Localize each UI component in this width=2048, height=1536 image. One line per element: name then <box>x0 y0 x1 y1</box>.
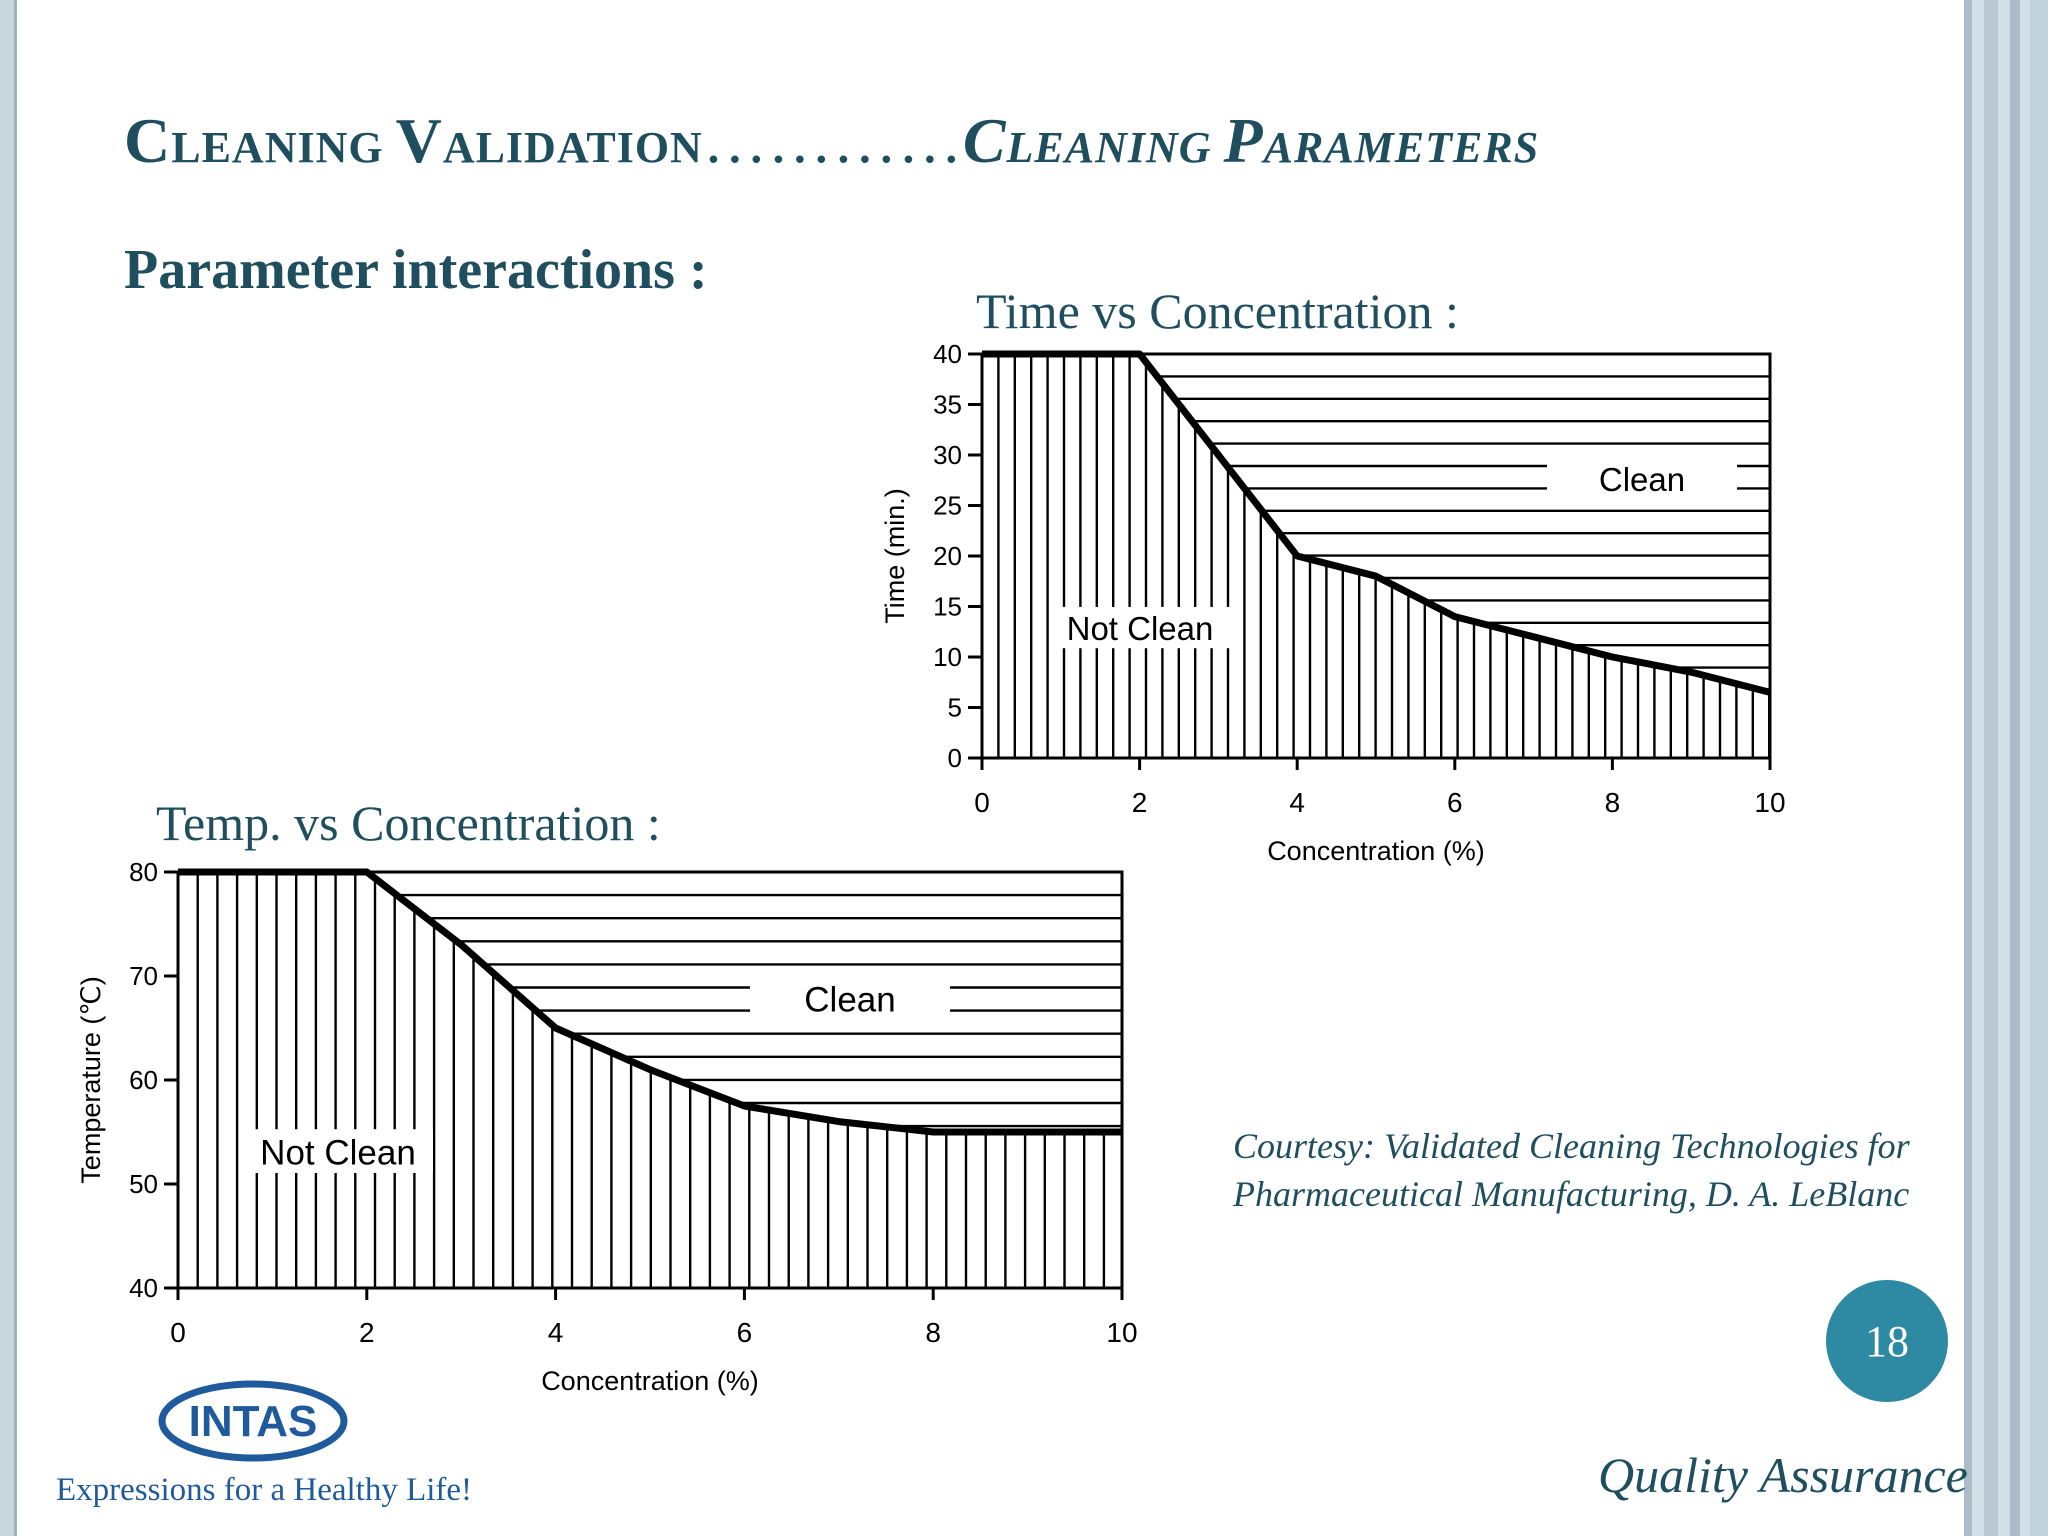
y-tick-label: 15 <box>933 592 962 622</box>
x-axis-label: Concentration (%) <box>1267 836 1485 866</box>
x-tick-label: 4 <box>1289 787 1305 818</box>
y-tick-label: 40 <box>933 340 962 369</box>
intas-logo: INTAS <box>158 1380 348 1462</box>
chart1-caption: Time vs Concentration : <box>976 283 1459 339</box>
y-tick-label: 0 <box>948 743 962 773</box>
y-tick-label: 60 <box>129 1065 158 1095</box>
x-axis-label: Concentration (%) <box>541 1366 759 1396</box>
clean-label: Clean <box>804 980 895 1019</box>
x-tick-label: 2 <box>1132 787 1148 818</box>
x-tick-label: 6 <box>737 1317 753 1348</box>
y-tick-label: 10 <box>933 642 962 672</box>
footer-quality-assurance: Quality Assurance <box>1598 1447 1968 1503</box>
y-axis-label: Time (min.) <box>880 488 910 624</box>
y-tick-label: 80 <box>129 858 158 887</box>
right-frame-border <box>1964 0 2048 1536</box>
not-clean-label: Not Clean <box>260 1133 416 1172</box>
x-tick-label: 10 <box>1754 787 1785 818</box>
boundary-line <box>178 868 1122 1136</box>
x-tick-label: 8 <box>1605 787 1621 818</box>
y-tick-label: 50 <box>129 1169 158 1199</box>
y-tick-label: 25 <box>933 491 962 521</box>
y-tick-label: 70 <box>129 961 158 991</box>
clean-label: Clean <box>1599 461 1685 498</box>
x-tick-label: 4 <box>548 1317 564 1348</box>
not-clean-label-group: Not Clean <box>1050 606 1230 649</box>
page-number-badge: 18 <box>1826 1280 1948 1402</box>
not-clean-label: Not Clean <box>1067 610 1214 647</box>
chart2-caption: Temp. vs Concentration : <box>156 795 661 851</box>
not-clean-label-group: Not Clean <box>243 1129 433 1173</box>
y-axis-label: Temperature (℃) <box>76 976 106 1183</box>
temp-vs-concentration-chart: Not Clean Clean 0 2 4 6 8 10 40 50 60 70 80 Concentra… <box>76 858 1138 1396</box>
x-tick-label: 0 <box>170 1317 186 1348</box>
boundary-line <box>982 350 1771 696</box>
y-tick-label: 5 <box>948 693 962 723</box>
x-tick-label: 10 <box>1106 1317 1137 1348</box>
x-tick-label: 2 <box>359 1317 375 1348</box>
x-tick-label: 6 <box>1447 787 1463 818</box>
y-tick-label: 40 <box>129 1273 158 1303</box>
x-tick-label: 8 <box>925 1317 941 1348</box>
slide-title: CLEANING VALIDATION…………CLEANING PARAMETE… <box>124 105 1540 176</box>
y-tick-label: 30 <box>933 440 962 470</box>
y-tick-label: 35 <box>933 390 962 420</box>
clean-label-group: Clean <box>750 976 950 1020</box>
clean-label-group: Clean <box>1547 457 1737 500</box>
company-tagline: Expressions for a Healthy Life! <box>56 1472 473 1508</box>
slide-subtitle: Parameter interactions : <box>124 239 708 301</box>
x-tick-label: 0 <box>974 787 990 818</box>
svg-text:INTAS: INTAS <box>189 1397 318 1446</box>
time-vs-concentration-chart: Not Clean Clean 0 2 4 6 8 10 0 5 10 15 20 25 30 35 40 Con… <box>880 340 1786 866</box>
left-frame-border <box>0 0 17 1536</box>
courtesy-note: Courtesy: Validated Cleaning Technologie… <box>1233 1126 1910 1214</box>
y-tick-label: 20 <box>933 541 962 571</box>
